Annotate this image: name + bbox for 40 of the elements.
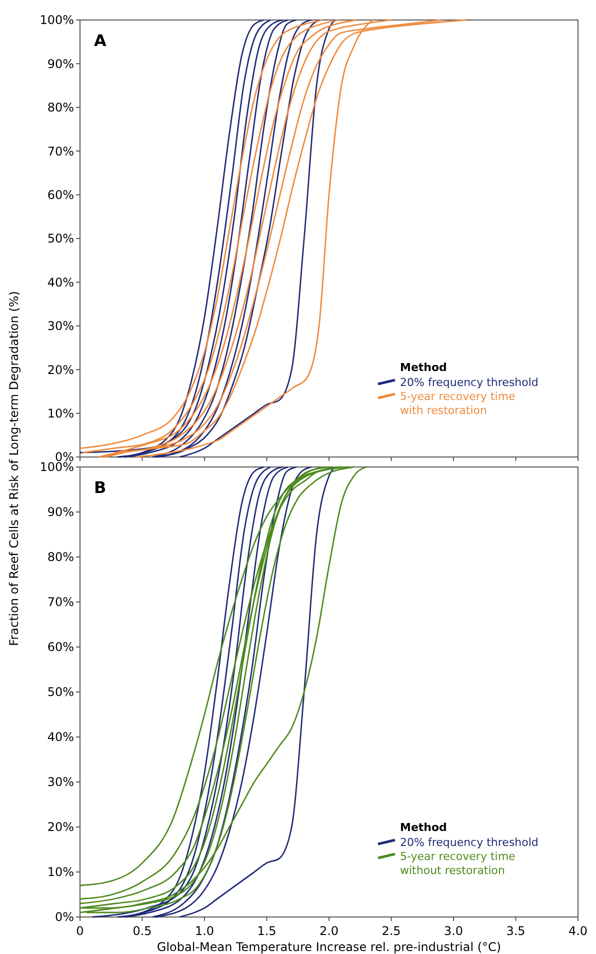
y-tick-label: 70% — [47, 595, 74, 610]
y-tick-label: 80% — [47, 100, 74, 115]
x-tick-label: 1.5 — [257, 924, 276, 938]
legend-title: Method — [400, 361, 447, 374]
legend-title: Method — [400, 821, 447, 834]
y-tick-label: 10% — [47, 406, 74, 420]
legend-label: 20% frequency threshold — [400, 376, 538, 389]
y-tick-label: 40% — [47, 730, 74, 744]
x-tick-label: 4.0 — [568, 924, 588, 938]
y-tick-label: 20% — [47, 820, 74, 834]
y-tick-label: 30% — [47, 775, 74, 790]
y-axis-title: Fraction of Reef Cells at Risk of Long-term Degradation (%) — [7, 291, 21, 646]
legend-label: 5-year recovery time without restoration — [400, 850, 516, 877]
x-tick-label: 1.0 — [194, 924, 214, 938]
y-tick-label: 40% — [47, 275, 74, 290]
y-tick-label: 60% — [47, 188, 74, 202]
y-tick-label: 50% — [47, 685, 74, 700]
y-tick-label: 20% — [47, 362, 74, 377]
x-tick-label: 2.0 — [319, 924, 339, 938]
y-tick-label: 60% — [47, 640, 74, 654]
y-tick-label: 10% — [47, 865, 74, 880]
y-tick-label: 0% — [54, 910, 74, 924]
y-tick-label: 90% — [47, 56, 74, 71]
x-tick-label: 2.5 — [382, 924, 401, 938]
x-tick-label: 0 — [76, 924, 84, 938]
legend-label: 5-year recovery time with restoration — [400, 390, 516, 417]
y-tick-label: 100% — [40, 460, 74, 474]
y-tick-label: 80% — [47, 550, 74, 564]
y-tick-label: 30% — [47, 319, 74, 334]
x-axis-title: Global-Mean Temperature Increase rel. pre-industrial (°C) — [156, 940, 502, 954]
y-tick-label: 90% — [47, 505, 74, 520]
x-tick-label: 3.0 — [444, 924, 464, 938]
text: B — [94, 478, 106, 497]
y-tick-label: 100% — [40, 13, 74, 28]
x-tick-label: 3.5 — [506, 924, 526, 938]
x-tick-label: 0.5 — [132, 924, 152, 938]
text: A — [94, 31, 107, 50]
y-tick-label: 70% — [47, 144, 74, 158]
legend-label: 20% frequency threshold — [400, 836, 538, 849]
y-tick-label: 50% — [47, 232, 74, 246]
